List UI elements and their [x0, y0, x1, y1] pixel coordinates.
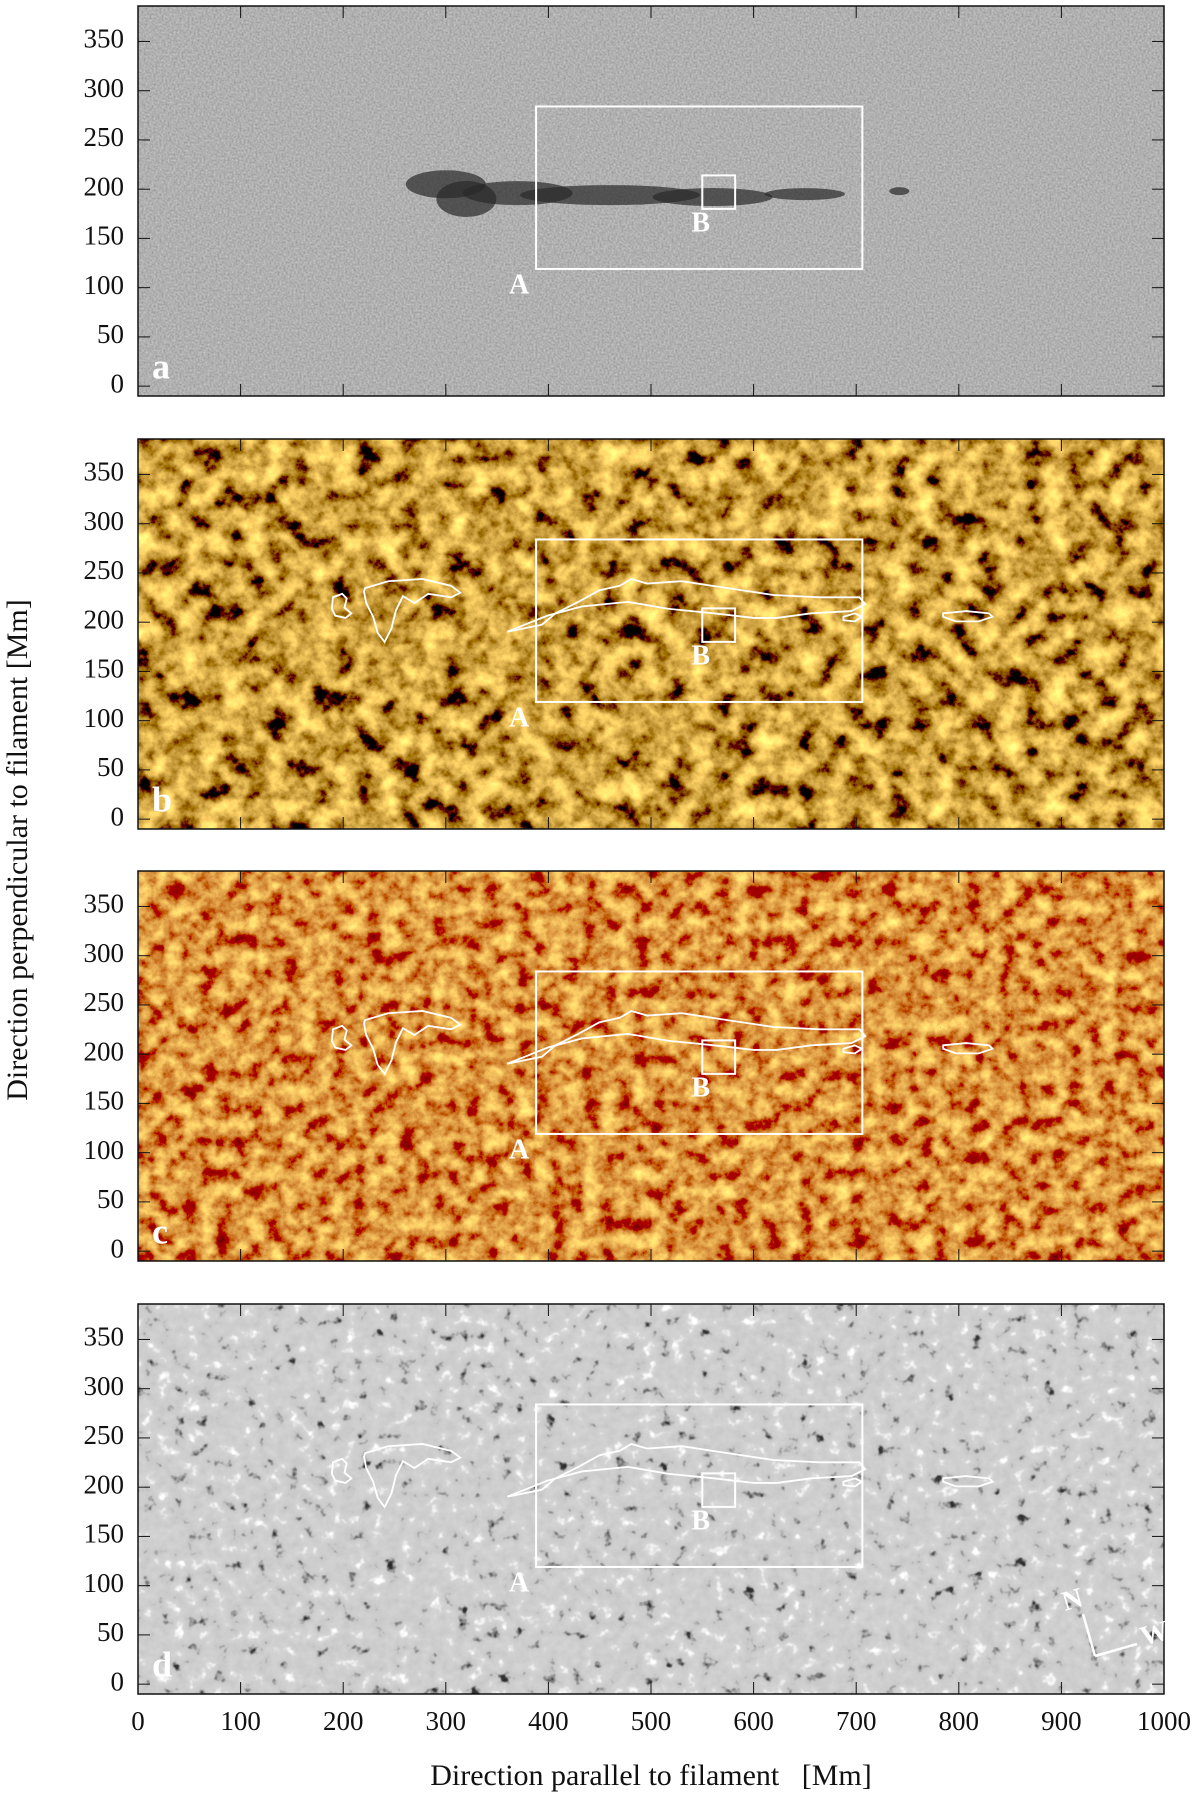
- y-tick-label: 100: [84, 270, 125, 300]
- filament: [764, 188, 845, 201]
- region-box: [701, 174, 737, 210]
- y-tick-label: 150: [84, 1086, 125, 1116]
- y-tick-label: 250: [84, 1420, 125, 1450]
- y-tick-label: 50: [97, 752, 124, 782]
- panel-image: [138, 871, 1164, 1261]
- y-tick-label: 200: [84, 1469, 125, 1499]
- y-tick-label: 0: [111, 1233, 125, 1263]
- x-tick-label: 600: [733, 1706, 774, 1736]
- y-tick-label: 300: [84, 506, 125, 536]
- x-tick-label: 100: [220, 1706, 261, 1736]
- filament: [436, 181, 497, 218]
- region-label: B: [691, 640, 710, 671]
- x-axis-label: Direction parallel to filament [Mm]: [430, 1759, 872, 1792]
- region-box: [535, 105, 864, 270]
- panel-label: a: [152, 346, 170, 386]
- y-tick-label: 100: [84, 1568, 125, 1598]
- y-tick-label: 300: [84, 1371, 125, 1401]
- y-tick-label: 300: [84, 938, 125, 968]
- y-tick-label: 150: [84, 1519, 125, 1549]
- y-tick-label: 0: [111, 1666, 125, 1696]
- y-tick-label: 150: [84, 221, 125, 251]
- y-tick-label: 150: [84, 654, 125, 684]
- y-axis-label: Direction perpendicular to filament [Mm]: [1, 599, 34, 1101]
- x-tick-label: 400: [528, 1706, 569, 1736]
- y-tick-label: 350: [84, 889, 125, 919]
- y-tick-label: 0: [111, 801, 125, 831]
- x-tick-label: 800: [939, 1706, 980, 1736]
- region-box: [535, 970, 864, 1135]
- y-tick-label: 200: [84, 1036, 125, 1066]
- x-tick-label: 200: [323, 1706, 364, 1736]
- region-label: B: [691, 207, 710, 238]
- compass-arrow: [1094, 1642, 1138, 1658]
- x-tick-label: 900: [1041, 1706, 1082, 1736]
- panel-image: [138, 1304, 1164, 1694]
- region-label: B: [691, 1072, 710, 1103]
- y-tick-label: 350: [84, 24, 125, 54]
- y-tick-label: 250: [84, 987, 125, 1017]
- filament: [889, 187, 910, 196]
- region-label: A: [509, 269, 530, 300]
- region-label: A: [509, 1134, 530, 1165]
- y-tick-label: 200: [84, 171, 125, 201]
- y-tick-label: 50: [97, 1617, 124, 1647]
- x-tick-label: 0: [131, 1706, 145, 1736]
- x-tick-label: 500: [631, 1706, 672, 1736]
- region-box: [535, 538, 864, 703]
- region-box: [701, 607, 737, 643]
- region-box: [701, 1472, 737, 1508]
- y-tick-label: 50: [97, 319, 124, 349]
- panel-label: b: [152, 779, 172, 819]
- region-label: B: [691, 1505, 710, 1536]
- filament: [519, 185, 700, 206]
- y-tick-label: 100: [84, 703, 125, 733]
- y-tick-label: 100: [84, 1135, 125, 1165]
- panel-label: c: [152, 1211, 168, 1251]
- x-tick-label: 1000: [1137, 1706, 1191, 1736]
- filament: [652, 188, 773, 207]
- y-tick-label: 250: [84, 555, 125, 585]
- y-tick-label: 250: [84, 122, 125, 152]
- region-box: [535, 1403, 864, 1568]
- compass-arrow: [1081, 1613, 1097, 1657]
- region-label: A: [509, 1567, 530, 1598]
- x-tick-label: 300: [426, 1706, 467, 1736]
- y-tick-label: 0: [111, 368, 125, 398]
- panel-image: [138, 439, 1164, 829]
- panel-label: d: [152, 1644, 172, 1684]
- y-tick-label: 350: [84, 1322, 125, 1352]
- x-tick-label: 700: [836, 1706, 877, 1736]
- region-label: A: [509, 702, 530, 733]
- y-tick-label: 350: [84, 457, 125, 487]
- region-box: [701, 1039, 737, 1075]
- y-tick-label: 300: [84, 73, 125, 103]
- y-tick-label: 200: [84, 604, 125, 634]
- y-tick-label: 50: [97, 1184, 124, 1214]
